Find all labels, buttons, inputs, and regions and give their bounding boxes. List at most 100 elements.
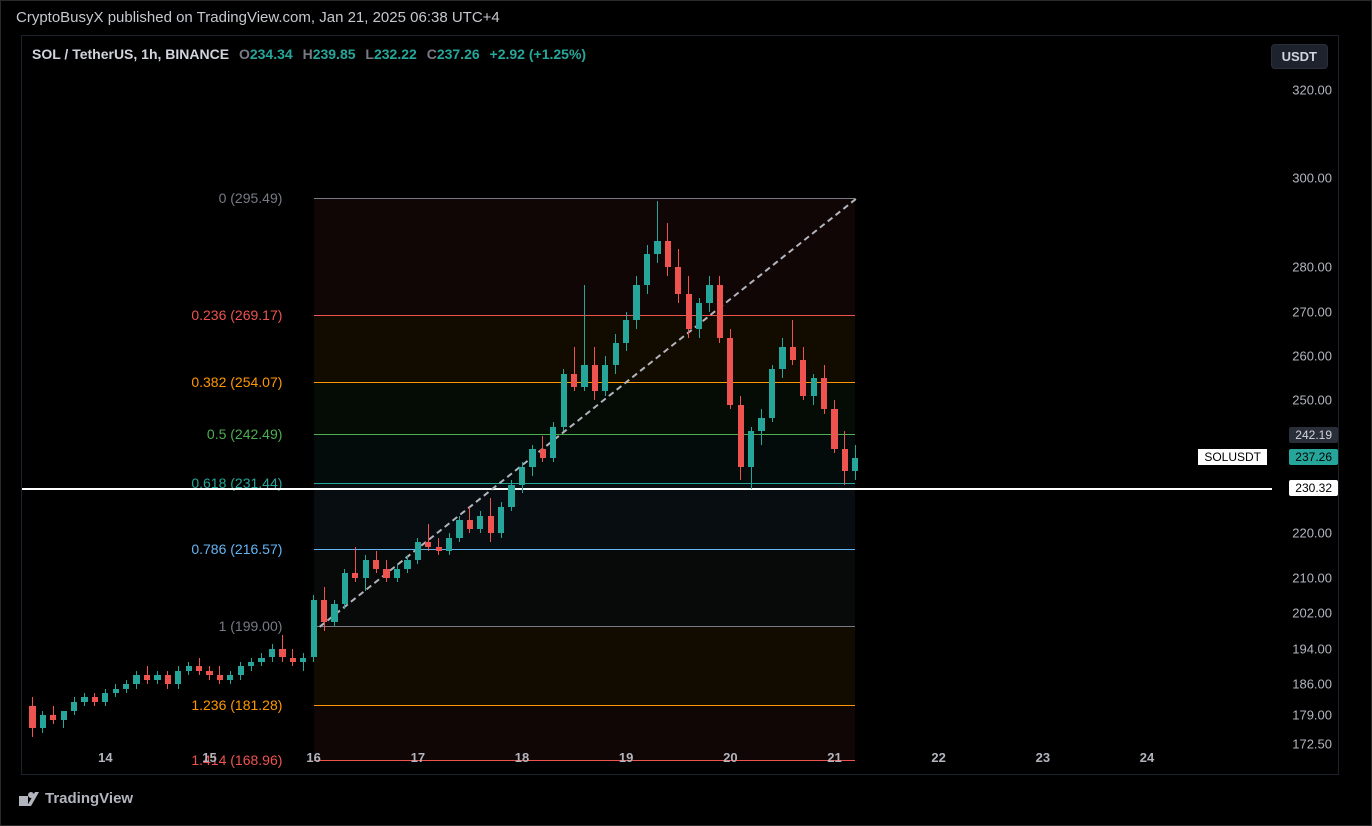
candle-body[interactable]	[154, 675, 160, 679]
candle-body[interactable]	[29, 706, 35, 728]
candle-body[interactable]	[321, 600, 327, 622]
candle-body[interactable]	[519, 467, 525, 485]
publish-info: CryptoBusyX published on TradingView.com…	[16, 9, 500, 26]
candle-body[interactable]	[686, 294, 692, 329]
candle-body[interactable]	[571, 374, 577, 387]
candle-body[interactable]	[238, 666, 244, 675]
candle-body[interactable]	[779, 347, 785, 369]
candle-body[interactable]	[404, 560, 410, 569]
candle-body[interactable]	[269, 649, 275, 658]
candle-body[interactable]	[852, 458, 858, 471]
candle-body[interactable]	[113, 689, 119, 693]
fib-line[interactable]	[314, 198, 856, 199]
plot-area[interactable]: 0 (295.49)0.236 (269.17)0.382 (254.07)0.…	[22, 72, 1272, 744]
candle-body[interactable]	[602, 365, 608, 392]
candle-body[interactable]	[498, 507, 504, 534]
candle-body[interactable]	[206, 671, 212, 675]
candle-body[interactable]	[196, 666, 202, 670]
currency-button[interactable]: USDT	[1271, 44, 1328, 69]
candle-body[interactable]	[133, 675, 139, 684]
candle-body[interactable]	[748, 431, 754, 466]
fib-zone	[314, 626, 856, 705]
candle-body[interactable]	[363, 560, 369, 578]
fib-line[interactable]	[314, 549, 856, 550]
candle-body[interactable]	[654, 241, 660, 254]
candle-body[interactable]	[165, 675, 171, 684]
candle-body[interactable]	[821, 378, 827, 409]
candle-body[interactable]	[665, 241, 671, 268]
candle-body[interactable]	[508, 485, 514, 507]
candle-body[interactable]	[613, 343, 619, 365]
candle-body[interactable]	[290, 658, 296, 662]
candle-body[interactable]	[623, 320, 629, 342]
candle-body[interactable]	[842, 449, 848, 471]
candle-body[interactable]	[352, 573, 358, 577]
candle-body[interactable]	[248, 662, 254, 666]
fib-label: 0.382 (254.07)	[182, 374, 282, 390]
candle-body[interactable]	[394, 569, 400, 578]
candle-body[interactable]	[331, 604, 337, 622]
candle-body[interactable]	[383, 569, 389, 578]
candle-body[interactable]	[81, 697, 87, 701]
candle-body[interactable]	[706, 285, 712, 303]
candle-body[interactable]	[123, 684, 129, 688]
candle-body[interactable]	[436, 547, 442, 551]
candle-body[interactable]	[144, 675, 150, 679]
candle-body[interactable]	[831, 409, 837, 449]
fib-line[interactable]	[314, 434, 856, 435]
candle-body[interactable]	[342, 573, 348, 604]
candle-body[interactable]	[644, 254, 650, 285]
candle-body[interactable]	[61, 711, 67, 720]
candle-body[interactable]	[425, 542, 431, 546]
candle-body[interactable]	[50, 715, 56, 719]
x-axis[interactable]: 1415161718192021222324	[22, 744, 1272, 774]
candle-body[interactable]	[300, 658, 306, 662]
candle-body[interactable]	[592, 365, 598, 392]
candle-body[interactable]	[727, 338, 733, 405]
candle-body[interactable]	[40, 715, 46, 728]
candle-body[interactable]	[227, 675, 233, 679]
candle-body[interactable]	[258, 658, 264, 662]
candle-body[interactable]	[800, 360, 806, 395]
candle-body[interactable]	[446, 538, 452, 551]
candle-body[interactable]	[92, 697, 98, 701]
candle-body[interactable]	[675, 267, 681, 294]
candle-body[interactable]	[550, 427, 556, 458]
fib-line[interactable]	[314, 483, 856, 484]
candle-body[interactable]	[102, 693, 108, 702]
chart-frame[interactable]: SOL / TetherUS, 1h, BINANCE O234.34 H239…	[21, 35, 1339, 775]
candle-body[interactable]	[186, 666, 192, 670]
horizontal-line[interactable]	[22, 488, 1272, 490]
candle-body[interactable]	[456, 520, 462, 538]
candle-body[interactable]	[790, 347, 796, 360]
candle-body[interactable]	[717, 285, 723, 338]
candle-body[interactable]	[311, 600, 317, 658]
y-tick-label: 270.00	[1292, 304, 1332, 319]
candle-body[interactable]	[488, 516, 494, 534]
candle-body[interactable]	[477, 516, 483, 529]
candle-body[interactable]	[738, 405, 744, 467]
y-tick-label: 179.00	[1292, 708, 1332, 723]
candle-body[interactable]	[175, 671, 181, 684]
candle-body[interactable]	[373, 560, 379, 569]
y-tick-label: 280.00	[1292, 260, 1332, 275]
candle-body[interactable]	[540, 449, 546, 458]
candle-body[interactable]	[696, 303, 702, 330]
candle-body[interactable]	[561, 374, 567, 427]
candle-body[interactable]	[758, 418, 764, 431]
y-tick-label: 220.00	[1292, 526, 1332, 541]
candle-body[interactable]	[529, 449, 535, 467]
candle-body[interactable]	[71, 702, 77, 711]
candle-body[interactable]	[581, 365, 587, 387]
candle-body[interactable]	[811, 378, 817, 396]
fib-label: 0 (295.49)	[182, 190, 282, 206]
candle-body[interactable]	[217, 675, 223, 679]
candle-body[interactable]	[467, 520, 473, 529]
candle-body[interactable]	[633, 285, 639, 320]
fib-line[interactable]	[314, 705, 856, 706]
y-axis[interactable]: 172.50179.00186.00194.00202.00210.00220.…	[1272, 72, 1338, 744]
candle-body[interactable]	[769, 369, 775, 418]
fib-line[interactable]	[314, 626, 856, 627]
candle-body[interactable]	[415, 542, 421, 560]
candle-body[interactable]	[279, 649, 285, 658]
